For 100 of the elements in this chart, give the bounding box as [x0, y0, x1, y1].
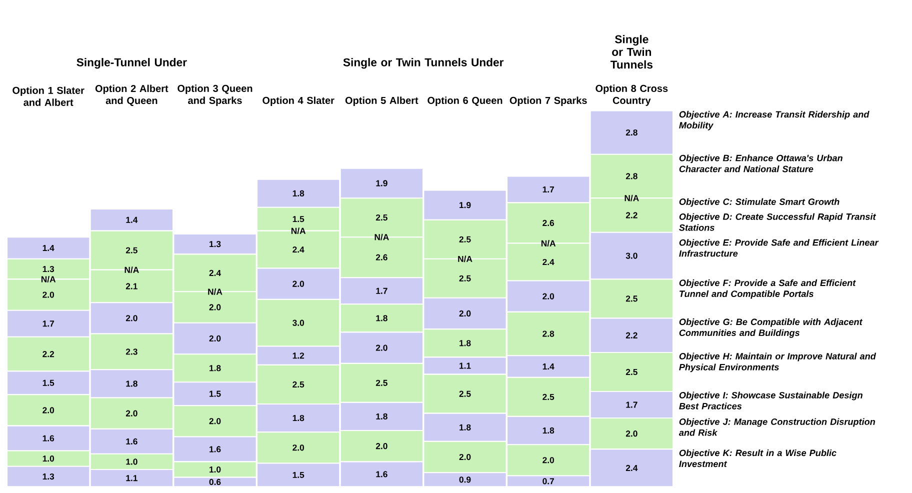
data-label: 1.6 [376, 470, 388, 478]
data-label: 2.8 [542, 330, 554, 337]
text: Single or Twin Tunnels Under [343, 58, 504, 68]
data-label: 2.0 [42, 292, 54, 298]
series-label: Objective F: Provide a Safe and Efficient Tunnel and Compatible Portals [679, 279, 856, 299]
data-label: 2.0 [542, 293, 554, 300]
data-label: 0.9 [459, 476, 471, 483]
x-tick-label: Option 8 Cross Country [596, 84, 668, 106]
data-label: 1.6 [126, 438, 138, 444]
data-label: 1.5 [42, 380, 54, 386]
series-label: Objective B: Enhance Ottawa's Urban Character and National Stature [679, 154, 842, 172]
data-label: 2.5 [376, 380, 388, 386]
data-label: 1.8 [376, 413, 388, 420]
x-tick-label: Option 2 Albert and Queen [95, 84, 168, 106]
data-label: 2.0 [42, 406, 54, 414]
series-label: Objective H: Maintain or Improve Natural and Physical Environments [679, 352, 876, 372]
x-tick-label: Option 1 Slater and Albert [12, 86, 84, 106]
data-label: 2.6 [542, 220, 554, 226]
data-label: 2.3 [126, 348, 138, 355]
series-label: Objective G: Be Compatible with Adjacent Communities and Buildings [679, 318, 863, 338]
text: N/A [208, 288, 222, 295]
data-label: 2.4 [292, 246, 304, 252]
x-tick-label: Option 6 Queen [428, 96, 502, 106]
data-label: 1.3 [210, 240, 221, 247]
series-label: Objective J: Manage Construction Disruption and Risk [678, 418, 876, 436]
data-label: 2.0 [292, 444, 304, 451]
data-label: 2.0 [209, 335, 221, 342]
data-label: 2.4 [626, 464, 638, 471]
data-label: 1.1 [460, 362, 471, 369]
data-label: 2.5 [459, 236, 471, 242]
series-label: Objective D: Create Successful Rapid Transit Stations [679, 213, 876, 231]
text: Objective C: Stimulate Smart Growth [679, 198, 840, 207]
data-label: 2.0 [542, 456, 554, 464]
data-label: 2.5 [459, 390, 471, 397]
text: N/A [124, 266, 139, 273]
data-label: 1.8 [210, 364, 221, 371]
data-label: 2.2 [42, 350, 54, 357]
text: N/A [374, 234, 389, 240]
data-label: 1.7 [626, 402, 638, 408]
data-label: 1.3 [42, 266, 54, 272]
data-label: 1.6 [210, 446, 221, 452]
data-label: 2.5 [626, 295, 638, 302]
data-label: 2.0 [209, 304, 221, 310]
data-label: 1.4 [42, 244, 54, 251]
data-label: 1.4 [126, 216, 138, 223]
data-label: 1.5 [292, 472, 304, 478]
text: N/A [41, 276, 56, 282]
series-label: Objective I: Showcase Sustainable Design Best Practices [679, 392, 862, 410]
data-label: 1.9 [460, 202, 471, 208]
data-label: 2.0 [126, 314, 138, 322]
data-label: 2.2 [626, 332, 638, 338]
data-label: 2.0 [292, 280, 304, 287]
data-label: 1.5 [210, 390, 221, 397]
data-label: 1.8 [376, 314, 388, 322]
data-label: 2.5 [542, 394, 554, 400]
data-label: 2.2 [626, 212, 638, 218]
data-label: 1.8 [542, 427, 554, 434]
data-label: 0.6 [209, 478, 221, 485]
data-label: 2.5 [126, 247, 138, 254]
data-label: 2.6 [376, 254, 388, 260]
data-label: 1.3 [42, 473, 54, 480]
text: N/A [541, 240, 556, 246]
data-label: 2.5 [376, 214, 388, 220]
text: Single-Tunnel Under [76, 58, 187, 68]
data-label: 1.7 [42, 320, 54, 326]
series-label: Objective E: Provide Safe and Efficient Linear Infrastructure [679, 238, 879, 257]
data-label: 1.7 [376, 288, 388, 294]
data-label: 1.9 [376, 180, 388, 186]
x-tick-label: Option 3 Queen and Sparks [178, 84, 252, 106]
x-tick-label: Option 4 Slater [262, 96, 334, 106]
data-label: 1.6 [42, 435, 54, 442]
data-label: 2.0 [126, 410, 138, 416]
data-label: 2.0 [209, 418, 221, 424]
data-label: 2.0 [376, 442, 388, 450]
data-label: 2.4 [209, 270, 221, 276]
data-label: 2.4 [542, 258, 554, 265]
data-label: 3.0 [626, 252, 638, 259]
data-label: 1.5 [292, 216, 304, 222]
data-label: 1.4 [542, 363, 554, 370]
data-label: 1.8 [292, 190, 304, 196]
data-label: 1.0 [126, 458, 138, 465]
x-tick-label: Option 7 Sparks [510, 96, 587, 106]
data-label: 1.8 [460, 340, 471, 346]
text: N/A [458, 256, 472, 262]
data-label: 2.8 [626, 129, 638, 136]
data-label: 2.1 [126, 283, 138, 290]
text: Single or Twin Tunnels [610, 34, 653, 68]
data-label: 2.0 [376, 344, 388, 351]
data-label: 2.8 [626, 172, 638, 180]
x-tick-label: Option 5 Albert [345, 96, 418, 106]
data-label: 2.0 [626, 430, 638, 437]
data-label: 1.2 [292, 352, 304, 358]
series-label: Objective K: Result in a Wise Public Investment [679, 449, 836, 467]
data-label: 2.0 [459, 454, 471, 460]
data-label: 2.0 [459, 310, 471, 316]
series-label: Objective A: Increase Transit Ridership and Mobility [679, 110, 870, 130]
data-label: 2.5 [292, 381, 304, 388]
data-label: 1.0 [42, 455, 54, 462]
data-label: 1.8 [292, 414, 304, 421]
text: N/A [624, 194, 639, 202]
